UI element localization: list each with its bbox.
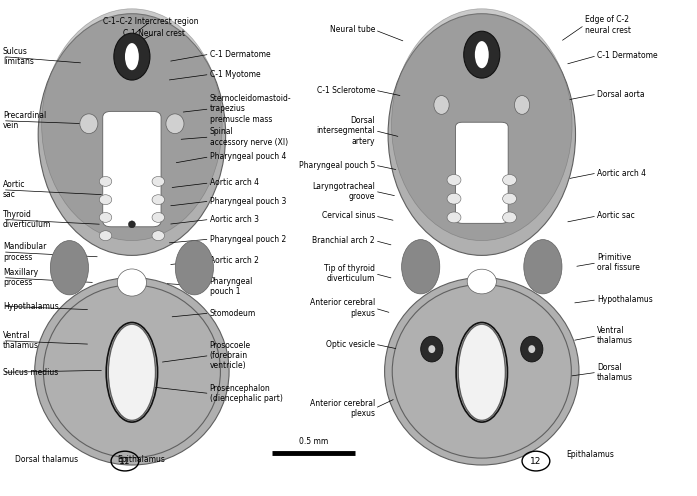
Text: Optic vesicle: Optic vesicle — [326, 340, 375, 349]
Text: Thyroid
diverticulum: Thyroid diverticulum — [3, 210, 51, 229]
Ellipse shape — [385, 278, 579, 465]
Ellipse shape — [128, 221, 135, 228]
Text: Epithalamus: Epithalamus — [566, 450, 614, 459]
Text: C-1 Sclerotome: C-1 Sclerotome — [316, 86, 375, 95]
Text: C-1 Neural crest: C-1 Neural crest — [123, 29, 185, 38]
Ellipse shape — [521, 336, 543, 362]
Ellipse shape — [514, 96, 530, 115]
Text: C-1 Dermatome: C-1 Dermatome — [597, 51, 658, 60]
Text: Primitive
oral fissure: Primitive oral fissure — [597, 253, 640, 272]
Text: Ventral
thalamus: Ventral thalamus — [597, 326, 633, 346]
Ellipse shape — [447, 193, 461, 204]
FancyBboxPatch shape — [102, 112, 161, 227]
Text: Aortic arch 4: Aortic arch 4 — [597, 169, 646, 178]
Text: Cervical sinus: Cervical sinus — [321, 211, 375, 220]
Ellipse shape — [99, 195, 112, 204]
Text: Dorsal
intersegmental
artery: Dorsal intersegmental artery — [316, 116, 375, 145]
Ellipse shape — [114, 33, 150, 80]
Text: Pharyngeal pouch 3: Pharyngeal pouch 3 — [210, 196, 286, 206]
FancyBboxPatch shape — [455, 122, 508, 223]
Text: Sulcus
limitans: Sulcus limitans — [3, 47, 33, 66]
Text: Pharyngeal pouch 4: Pharyngeal pouch 4 — [210, 152, 286, 161]
Ellipse shape — [523, 240, 562, 294]
Text: Pharyngeal pouch 2: Pharyngeal pouch 2 — [210, 235, 286, 244]
Text: Laryngotracheal
groove: Laryngotracheal groove — [312, 182, 375, 201]
Text: Sternocleidomastoid-
trapezius
premuscle mass: Sternocleidomastoid- trapezius premuscle… — [210, 94, 291, 124]
Ellipse shape — [503, 212, 516, 223]
Text: Branchial arch 2: Branchial arch 2 — [312, 236, 375, 245]
Ellipse shape — [421, 336, 443, 362]
Ellipse shape — [434, 96, 449, 115]
Text: Stomodeum: Stomodeum — [210, 309, 256, 317]
Ellipse shape — [80, 114, 98, 133]
Text: Mandibular
process: Mandibular process — [3, 242, 46, 262]
Ellipse shape — [99, 177, 112, 186]
Ellipse shape — [503, 193, 516, 204]
Text: Aortic
sac: Aortic sac — [3, 180, 25, 199]
Ellipse shape — [467, 269, 496, 294]
Text: 12: 12 — [530, 457, 542, 466]
Text: 0.5 mm: 0.5 mm — [299, 437, 328, 446]
Text: Hypothalamus: Hypothalamus — [597, 295, 653, 304]
Ellipse shape — [42, 9, 222, 241]
Ellipse shape — [152, 231, 164, 241]
Ellipse shape — [447, 212, 461, 223]
Text: Ventral
thalamus: Ventral thalamus — [3, 331, 39, 351]
Ellipse shape — [99, 231, 112, 241]
Ellipse shape — [503, 175, 516, 186]
Ellipse shape — [50, 241, 89, 295]
Text: Tip of thyroid
diverticulum: Tip of thyroid diverticulum — [324, 264, 375, 283]
Ellipse shape — [125, 43, 139, 70]
Ellipse shape — [388, 14, 576, 255]
Ellipse shape — [38, 14, 226, 255]
Text: Neural tube: Neural tube — [330, 25, 375, 35]
Text: Prosocoele
(forebrain
ventricle): Prosocoele (forebrain ventricle) — [210, 341, 251, 371]
Text: Epithalamus: Epithalamus — [118, 455, 166, 464]
Text: Dorsal aorta: Dorsal aorta — [597, 90, 645, 99]
Text: Dorsal
thalamus: Dorsal thalamus — [597, 363, 633, 382]
Text: Hypothalamus: Hypothalamus — [3, 302, 59, 310]
Text: C-1 Myotome: C-1 Myotome — [210, 70, 260, 79]
Ellipse shape — [152, 195, 164, 204]
Text: Spinal
accessory nerve (XI): Spinal accessory nerve (XI) — [210, 127, 288, 147]
Ellipse shape — [429, 345, 436, 353]
Ellipse shape — [166, 114, 184, 133]
Ellipse shape — [175, 241, 213, 295]
Text: Edge of C-2
neural crest: Edge of C-2 neural crest — [585, 15, 631, 35]
Text: Anterior cerebral
plexus: Anterior cerebral plexus — [309, 299, 375, 318]
Text: Pharyngeal pouch 5: Pharyngeal pouch 5 — [298, 161, 375, 170]
Text: Dorsal thalamus: Dorsal thalamus — [15, 455, 78, 464]
Ellipse shape — [108, 324, 155, 421]
Text: Pharyngeal
pouch 1: Pharyngeal pouch 1 — [210, 277, 253, 296]
Text: Prosencephalon
(diencephalic part): Prosencephalon (diencephalic part) — [210, 384, 282, 403]
Ellipse shape — [475, 41, 489, 68]
Text: Aortic arch 3: Aortic arch 3 — [210, 215, 259, 224]
Text: Aortic arch 2: Aortic arch 2 — [210, 256, 259, 265]
Ellipse shape — [464, 31, 500, 78]
Ellipse shape — [117, 269, 146, 296]
Text: C-1 Dermatome: C-1 Dermatome — [210, 50, 270, 59]
Ellipse shape — [152, 212, 164, 222]
Text: C-1–C-2 Intercrest region: C-1–C-2 Intercrest region — [103, 17, 199, 26]
Ellipse shape — [43, 285, 220, 458]
Ellipse shape — [35, 278, 229, 465]
Ellipse shape — [152, 177, 164, 186]
Text: Precardinal
vein: Precardinal vein — [3, 111, 46, 130]
Ellipse shape — [392, 285, 572, 458]
Ellipse shape — [401, 240, 440, 294]
Text: Aortic sac: Aortic sac — [597, 211, 635, 220]
Text: Maxillary
process: Maxillary process — [3, 268, 38, 287]
Text: Anterior cerebral
plexus: Anterior cerebral plexus — [309, 399, 375, 418]
Ellipse shape — [447, 175, 461, 186]
Text: 11: 11 — [119, 457, 131, 466]
Ellipse shape — [528, 345, 535, 353]
Ellipse shape — [392, 9, 572, 241]
Ellipse shape — [458, 324, 505, 421]
Ellipse shape — [99, 212, 112, 222]
Text: Sulcus medius: Sulcus medius — [3, 368, 58, 377]
Text: Aortic arch 4: Aortic arch 4 — [210, 179, 259, 187]
